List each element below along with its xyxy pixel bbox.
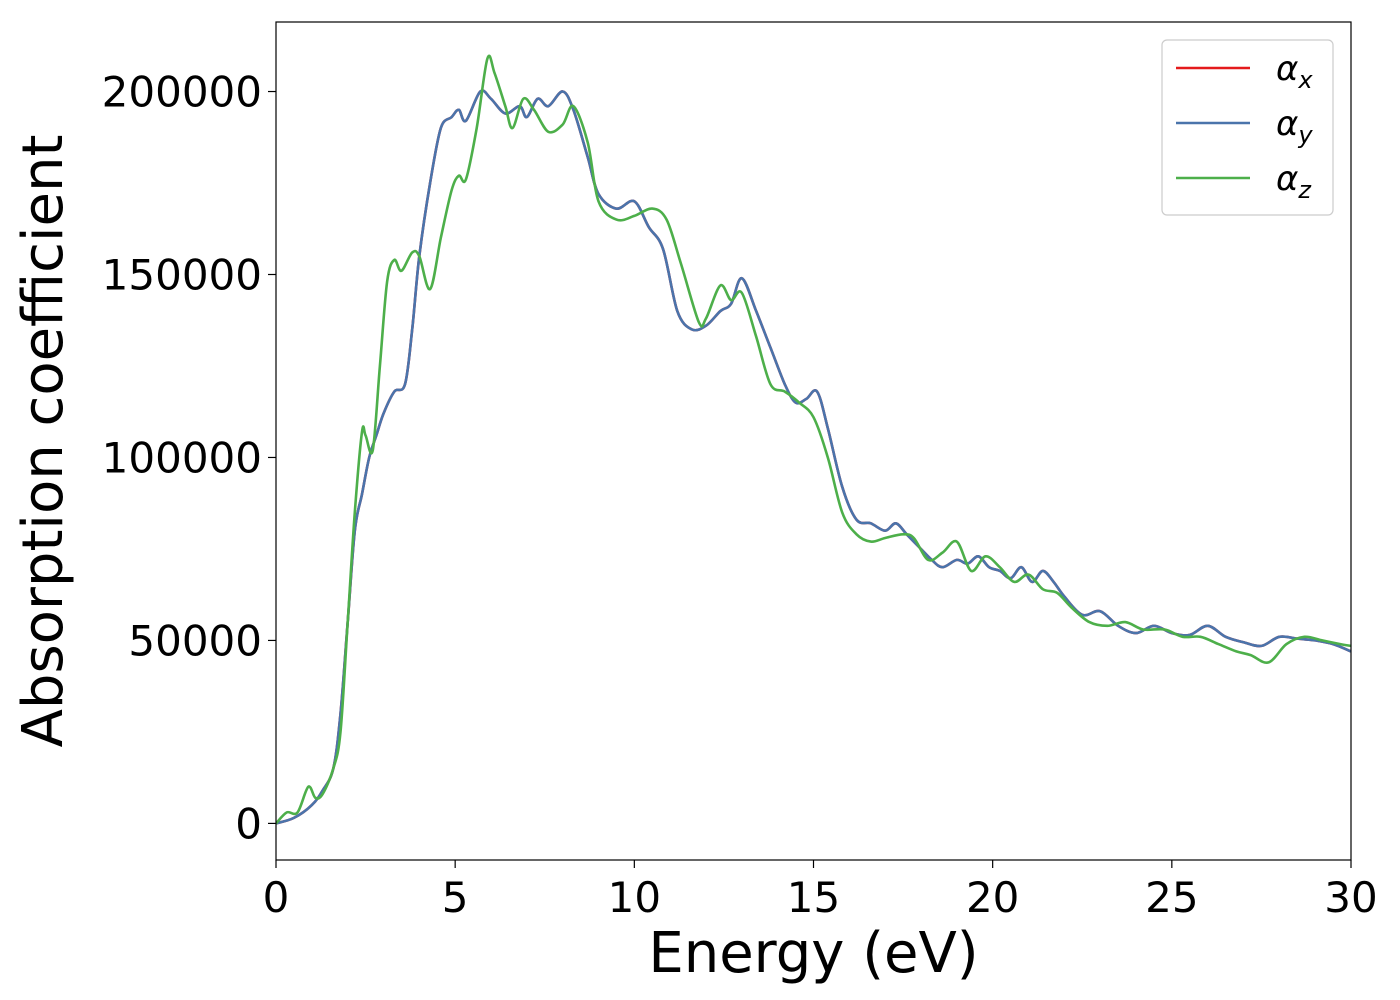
- y-axis: 0 50000 100000 150000 200000: [102, 68, 276, 848]
- series-layer: [276, 54, 1351, 825]
- y-tick-label: 100000: [102, 433, 262, 482]
- legend-entry: αz: [1276, 159, 1312, 204]
- x-tick-label: 5: [442, 873, 469, 922]
- series-line-alpha-y: [276, 89, 1351, 825]
- legend-box: [1161, 39, 1334, 216]
- y-tick-label: 200000: [102, 68, 262, 117]
- x-tick-label: 15: [787, 873, 840, 922]
- x-axis-label: Energy (eV): [648, 921, 978, 986]
- y-axis-label: Absorption coefficient: [11, 135, 76, 748]
- x-axis: 0 5 10 15 20 25 30: [263, 860, 1378, 922]
- x-tick-label: 25: [1145, 873, 1198, 922]
- legend-entry: αx: [1276, 49, 1313, 94]
- y-tick-label: 0: [235, 799, 262, 848]
- legend-entry: αy: [1276, 104, 1313, 149]
- x-tick-label: 30: [1324, 873, 1377, 922]
- series-line-alpha-z: [276, 54, 1351, 825]
- legend: αx αy αz: [1161, 39, 1334, 216]
- x-tick-label: 0: [263, 873, 290, 922]
- x-tick-label: 20: [966, 873, 1019, 922]
- x-tick-label: 10: [608, 873, 661, 922]
- y-tick-label: 50000: [128, 616, 262, 665]
- y-tick-label: 150000: [102, 250, 262, 299]
